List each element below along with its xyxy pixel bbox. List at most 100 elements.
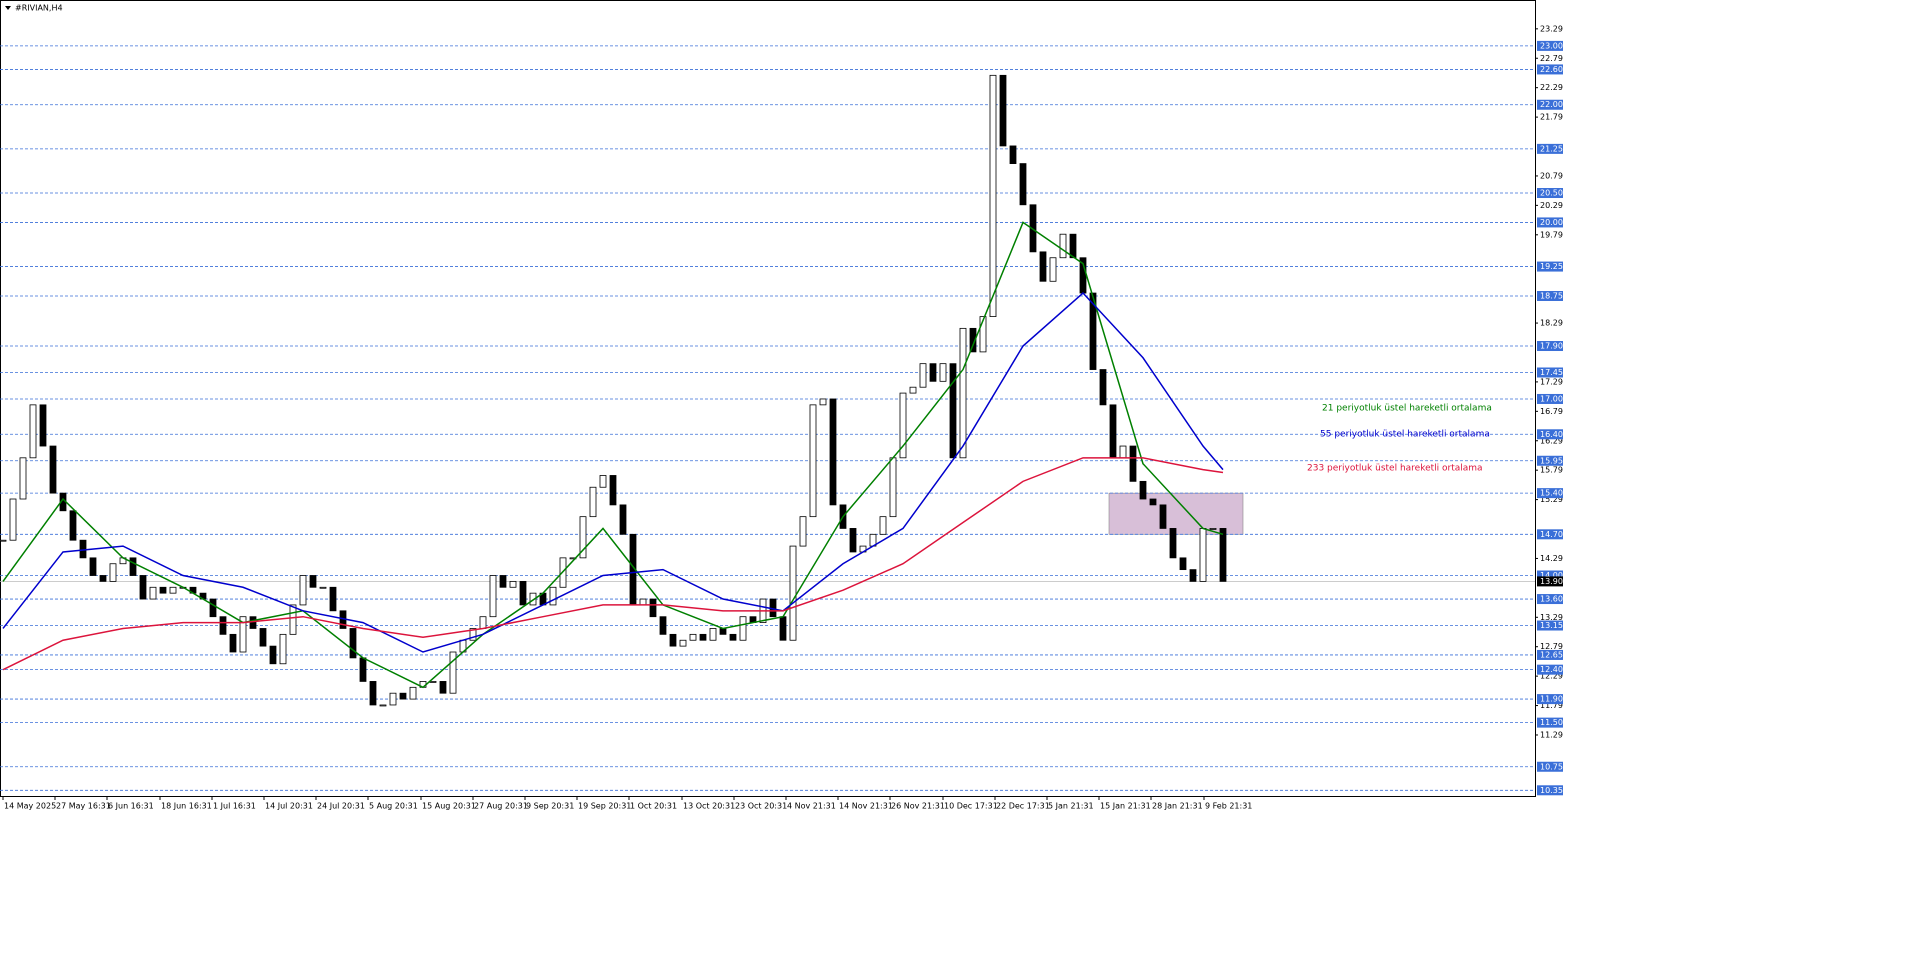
x-tick-label: 18 Jun 16:31	[161, 802, 212, 811]
candle	[89, 557, 97, 576]
x-tick-label: 14 Nov 21:31	[839, 802, 893, 811]
level-label: 12.65	[1540, 650, 1563, 659]
level-label-bg	[1537, 341, 1563, 352]
series-label: 55 periyotluk üstel hareketli ortalama	[1320, 430, 1490, 440]
candle	[439, 681, 447, 694]
candle	[669, 633, 677, 647]
candle	[39, 404, 47, 447]
y-tick-label: 14.29	[1540, 554, 1563, 563]
x-tick-label: 5 Jan 21:31	[1048, 802, 1094, 811]
candle	[19, 457, 27, 500]
level-label-bg	[1537, 594, 1563, 605]
candle	[369, 681, 377, 706]
series-label: 233 periyotluk üstel hareketli ortalama	[1307, 464, 1483, 474]
level-label: 11.90	[1540, 695, 1563, 704]
current-price-label: 13.90	[1540, 577, 1563, 586]
level-label: 10.35	[1540, 786, 1563, 795]
candle	[9, 498, 17, 541]
y-tick-label: 15.29	[1540, 495, 1563, 504]
level-label-bg	[1537, 367, 1563, 378]
level-label-bg	[1537, 290, 1563, 301]
level-label-bg	[1537, 393, 1563, 404]
level-label: 23.00	[1540, 41, 1563, 50]
candle	[489, 575, 497, 618]
level-label: 13.60	[1540, 595, 1563, 604]
y-tick-label: 12.29	[1540, 672, 1563, 681]
x-tick-label: 5 Aug 20:31	[369, 802, 418, 811]
candle	[259, 628, 267, 647]
candle	[389, 692, 397, 706]
candle	[779, 616, 787, 641]
candle	[999, 74, 1007, 147]
candle	[399, 692, 407, 700]
candle	[159, 586, 167, 594]
candle	[429, 681, 437, 683]
candle	[799, 516, 807, 547]
level-label-bg	[1537, 488, 1563, 499]
level-label: 22.00	[1540, 100, 1563, 109]
candle	[229, 633, 237, 653]
x-tick-label: 23 Oct 20:31	[735, 802, 787, 811]
level-label-bg	[1537, 261, 1563, 272]
y-tick-label: 19.79	[1540, 230, 1563, 239]
level-label: 17.00	[1540, 394, 1563, 403]
level-label-bg	[1537, 64, 1563, 75]
level-label: 13.15	[1540, 621, 1563, 630]
x-tick-label: 26 Nov 21:31	[891, 802, 945, 811]
candle	[349, 628, 357, 659]
level-label: 20.00	[1540, 218, 1563, 227]
y-tick-label: 22.79	[1540, 54, 1563, 63]
candle	[309, 575, 317, 588]
candle	[499, 575, 507, 588]
candle	[1159, 504, 1167, 529]
candle	[1109, 404, 1117, 459]
x-tick-label: 22 Dec 17:31	[996, 802, 1050, 811]
candle	[889, 457, 897, 518]
candle	[1039, 251, 1047, 282]
y-tick-label: 15.79	[1540, 466, 1563, 475]
level-label: 14.00	[1540, 571, 1563, 580]
candle	[609, 475, 617, 506]
y-tick-label: 12.79	[1540, 642, 1563, 651]
candle	[879, 516, 887, 535]
candle	[409, 686, 417, 700]
ema-line	[2, 221, 1224, 689]
candle	[709, 628, 717, 641]
candle	[1129, 445, 1137, 482]
level-label-bg	[1537, 99, 1563, 110]
candle	[729, 633, 737, 641]
candle	[139, 575, 147, 600]
y-tick-label: 11.79	[1540, 701, 1563, 710]
candle	[359, 657, 367, 682]
x-tick-label: 24 Jul 20:31	[317, 802, 365, 811]
candle	[699, 633, 707, 641]
level-label: 15.40	[1540, 489, 1563, 498]
candle	[1219, 528, 1227, 582]
level-label: 22.60	[1540, 65, 1563, 74]
x-tick-label: 14 May 2025	[4, 802, 56, 811]
level-label: 12.40	[1540, 665, 1563, 674]
x-tick-label: 6 Jun 16:31	[108, 802, 154, 811]
menu-arrow[interactable]	[5, 6, 11, 10]
level-label: 19.25	[1540, 262, 1563, 271]
candle	[149, 586, 157, 600]
series-label: 21 periyotluk üstel hareketli ortalama	[1322, 404, 1492, 414]
y-tick-label: 18.29	[1540, 319, 1563, 328]
candle	[909, 386, 917, 394]
level-label-bg	[1537, 40, 1563, 51]
candle	[619, 504, 627, 535]
level-label-bg	[1537, 455, 1563, 466]
candle	[899, 392, 907, 459]
level-label-bg	[1537, 620, 1563, 631]
y-tick-label: 22.29	[1540, 83, 1563, 92]
y-tick-label: 20.79	[1540, 171, 1563, 180]
candle	[929, 363, 937, 382]
candle	[49, 445, 57, 494]
level-label-bg	[1537, 188, 1563, 199]
y-tick-label: 21.79	[1540, 113, 1563, 122]
x-tick-label: 15 Aug 20:31	[422, 802, 476, 811]
candle	[279, 633, 287, 665]
chart-title: #RIVIAN,H4	[15, 4, 63, 13]
candle	[809, 404, 817, 518]
